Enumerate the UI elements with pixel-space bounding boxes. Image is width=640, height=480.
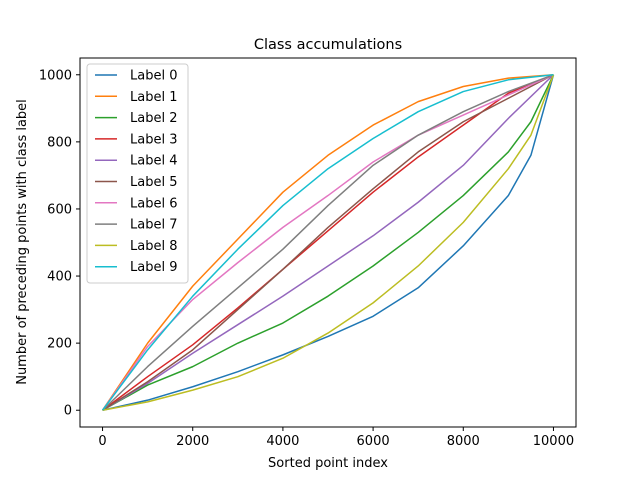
legend-label: Label 3 [130,132,177,147]
y-tick-label: 1000 [39,68,72,83]
legend-label: Label 8 [130,239,177,254]
y-tick-label: 0 [64,404,72,419]
y-tick-label: 600 [47,202,72,217]
series-line-5 [102,74,554,411]
legend-label: Label 9 [130,260,177,275]
legend-label: Label 0 [130,69,177,84]
chart-title: Class accumulations [254,37,402,53]
y-axis-ticks: 0 200 400 600 800 1000 [39,68,80,419]
plot-lines [101,74,555,411]
x-tick-label: 10000 [533,434,574,449]
legend-label: Label 6 [130,196,177,211]
legend-label: Label 7 [130,218,177,233]
x-axis-label: Sorted point index [268,456,388,471]
legend-label: Label 1 [130,90,177,105]
x-tick-label: 4000 [266,434,299,449]
x-tick-label: 2000 [176,434,209,449]
y-tick-label: 800 [47,135,72,150]
x-tick-label: 8000 [447,434,480,449]
legend: Label 0 Label 1 Label 2 Label 3 Label 4 Label… [86,63,189,284]
y-tick-label: 200 [47,337,72,352]
series-line-2 [102,74,555,411]
series-line-1 [101,74,554,411]
series-line-9 [101,74,554,411]
x-tick-label: 6000 [357,434,390,449]
legend-box [86,63,189,284]
x-tick-label: 0 [98,434,106,449]
x-axis-ticks: 0 2000 4000 6000 8000 10000 [98,427,574,449]
legend-label: Label 5 [130,175,177,190]
series-line-4 [102,74,554,411]
y-axis-label: Number of preceding points with class la… [15,99,30,385]
series-line-7 [102,74,554,411]
legend-label: Label 4 [130,154,177,169]
legend-label: Label 2 [130,111,177,126]
series-line-8 [102,74,555,411]
plot-frame [79,57,577,428]
y-tick-label: 400 [47,270,72,285]
series-line-0 [102,74,555,411]
